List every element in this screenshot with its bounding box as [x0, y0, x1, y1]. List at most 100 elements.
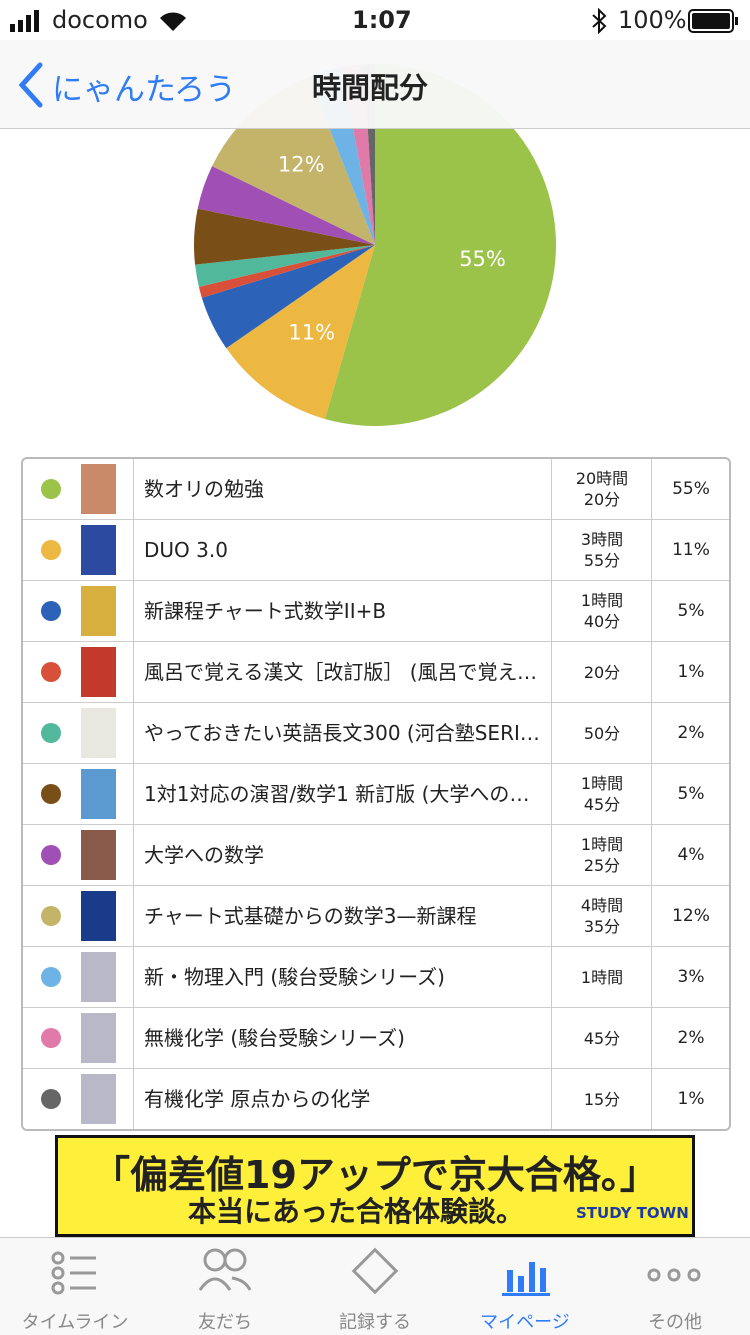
ad-brand: STUDY TOWN — [576, 1204, 689, 1222]
book-thumbnail — [81, 525, 116, 575]
carrier: docomo — [52, 6, 148, 34]
status-bar: docomo 1:07 100% — [0, 0, 750, 40]
book-thumbnail — [81, 586, 116, 636]
battery-icon — [688, 9, 738, 33]
percent-cell: 5% — [651, 581, 729, 641]
pie-slice — [193, 208, 375, 265]
time-text: 55分 — [583, 551, 621, 570]
pie-slice — [201, 245, 375, 349]
time-text: 45分 — [583, 795, 621, 814]
time-cell: 50分 — [551, 703, 652, 763]
time-cell: 4時間 35分 — [551, 886, 652, 946]
time-text: 20分 — [583, 490, 621, 509]
nav-title: 時間配分 — [312, 71, 429, 105]
pie-slice — [195, 245, 375, 287]
tab-label[interactable]: タイムライン — [21, 1312, 129, 1333]
book-name: DUO 3.0 — [133, 520, 549, 580]
slice-label: 55% — [459, 247, 506, 271]
ad-headline: 「偏差値19アップで京大合格。」 — [92, 1153, 658, 1197]
percent-cell: 1% — [651, 642, 729, 702]
time-cell: 3時間 55分 — [551, 520, 652, 580]
color-dot — [41, 1028, 61, 1048]
color-dot — [41, 723, 61, 743]
book-name: 風呂で覚える漢文［改訂版］ (風呂で覚えるシリーズ) — [133, 642, 549, 702]
table-row: 無機化学 (駿台受験シリーズ) 45分 2% — [23, 1008, 729, 1069]
color-dot — [41, 601, 61, 621]
tab-label[interactable]: 友だち — [198, 1312, 252, 1333]
tab-label[interactable]: マイページ — [480, 1312, 570, 1333]
color-dot — [41, 662, 61, 682]
percent-cell: 4% — [651, 825, 729, 885]
table-row: 有機化学 原点からの化学 15分 1% — [23, 1069, 729, 1129]
percent-cell: 12% — [651, 886, 729, 946]
time-text: 1時間 — [580, 835, 624, 854]
color-dot — [41, 784, 61, 804]
book-name: 新・物理入門 (駿台受験シリーズ) — [133, 947, 549, 1007]
table-row: 数オリの勉強 20時間 20分 55% — [23, 459, 729, 520]
clock: 1:07 — [352, 6, 412, 34]
color-dot — [41, 1089, 61, 1109]
time-cell: 1時間 45分 — [551, 764, 652, 824]
book-name: 数オリの勉強 — [133, 459, 549, 519]
bluetooth-icon — [592, 8, 607, 34]
table-row: やっておきたい英語長文300 (河合塾SERIES) 50分 2% — [23, 703, 729, 764]
book-thumbnail — [81, 952, 116, 1002]
table-row: 新・物理入門 (駿台受験シリーズ) 1時間 3% — [23, 947, 729, 1008]
book-thumbnail — [81, 647, 116, 697]
book-thumbnail — [81, 1013, 116, 1063]
tab-label[interactable]: 記録する — [339, 1312, 411, 1333]
percent-cell: 11% — [651, 520, 729, 580]
time-text: 3時間 — [580, 530, 624, 549]
wifi-icon — [160, 12, 186, 31]
book-thumbnail — [81, 1074, 116, 1124]
tab-icons — [51, 1247, 701, 1296]
time-text: 40分 — [583, 612, 621, 631]
book-thumbnail — [81, 891, 116, 941]
time-text: 1時間 — [580, 967, 624, 987]
tab-label[interactable]: その他 — [648, 1312, 702, 1333]
percent-cell: 1% — [651, 1069, 729, 1129]
table-row: 新課程チャート式数学II+B 1時間 40分 5% — [23, 581, 729, 642]
pie-chart: 55% 11% 12% — [193, 64, 556, 426]
color-dot — [41, 479, 61, 499]
book-thumbnail — [81, 769, 116, 819]
slice-label: 11% — [288, 320, 335, 344]
book-name: 有機化学 原点からの化学 — [133, 1069, 549, 1129]
time-cell: 45分 — [551, 1008, 652, 1068]
battery-text: 100% — [618, 6, 687, 34]
time-text: 50分 — [583, 723, 621, 743]
back-chevron[interactable] — [16, 62, 46, 108]
ad-banner[interactable]: 「偏差値19アップで京大合格。」 本当にあった合格体験談。 STUDY TOWN — [55, 1135, 695, 1237]
ad-sub: 本当にあった合格体験談。 — [188, 1195, 525, 1228]
book-thumbnail — [81, 830, 116, 880]
percent-cell: 5% — [651, 764, 729, 824]
time-text: 25分 — [583, 856, 621, 875]
slice-label: 12% — [278, 152, 325, 176]
book-thumbnail — [81, 464, 116, 514]
time-table: 数オリの勉強 20時間 20分 55% DUO 3.0 3時間 55分 11% 新課程チャート式… — [21, 457, 731, 1131]
color-dot — [41, 906, 61, 926]
book-name: 1対1対応の演習/数学1 新訂版 (大学への数学) — [133, 764, 549, 824]
percent-cell: 2% — [651, 1008, 729, 1068]
book-name: やっておきたい英語長文300 (河合塾SERIES) — [133, 703, 549, 763]
book-name: 無機化学 (駿台受験シリーズ) — [133, 1008, 549, 1068]
book-name: チャート式基礎からの数学3—新課程 — [133, 886, 549, 946]
time-cell: 1時間 — [551, 947, 652, 1007]
book-thumbnail — [81, 708, 116, 758]
pie-slice — [197, 166, 375, 245]
back-button[interactable]: にゃんたろう — [52, 72, 237, 108]
color-dot — [41, 845, 61, 865]
time-text: 1時間 — [580, 591, 624, 610]
tab-bar: タイムライン 友だち 記録する マイページ その他 — [0, 1237, 750, 1335]
time-cell: 15分 — [551, 1069, 652, 1129]
book-name: 大学への数学 — [133, 825, 549, 885]
percent-cell: 55% — [651, 459, 729, 519]
pie-slice — [324, 64, 556, 426]
nav-bar: にゃんたろう 時間配分 — [0, 40, 750, 129]
color-dot — [41, 967, 61, 987]
time-text: 15分 — [583, 1089, 621, 1109]
time-cell: 1時間 25分 — [551, 825, 652, 885]
time-cell: 1時間 40分 — [551, 581, 652, 641]
time-text: 45分 — [583, 1028, 621, 1048]
